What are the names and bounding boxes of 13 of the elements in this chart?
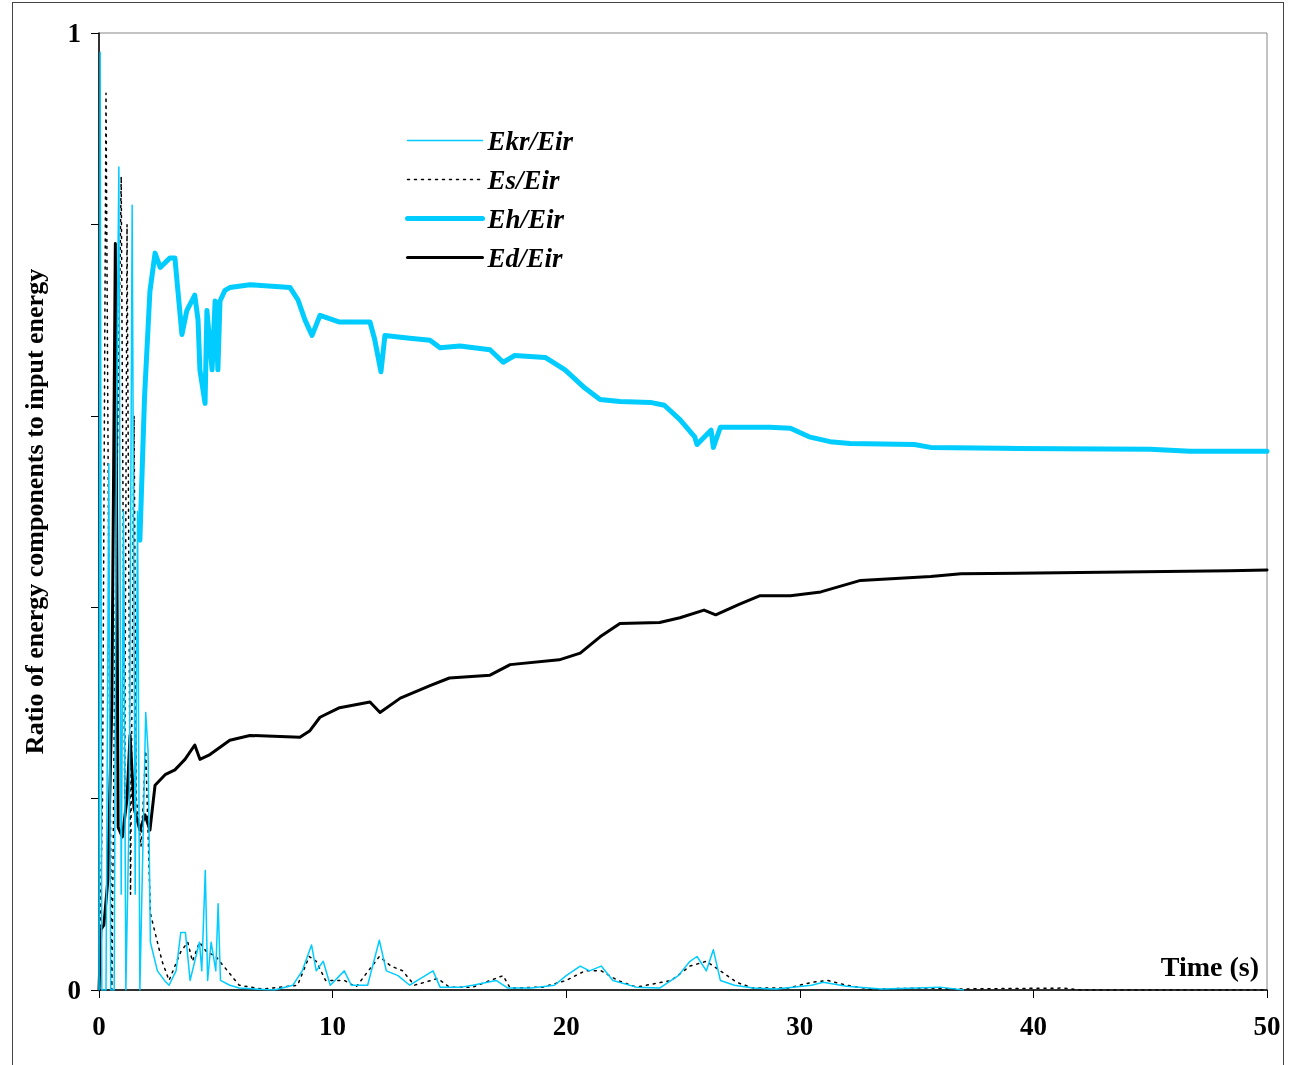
x-axis-title: Time (s): [1160, 950, 1259, 982]
legend-label: Es/Eir: [486, 164, 561, 195]
x-tick-label: 0: [92, 1010, 106, 1041]
y-tick-label: 1: [67, 18, 81, 48]
x-tick-label: 50: [1253, 1010, 1281, 1041]
legend-label: Ed/Eir: [486, 242, 564, 273]
x-tick-label: 10: [319, 1010, 347, 1041]
legend-label: Eh/Eir: [486, 203, 565, 234]
x-tick-label: 30: [786, 1010, 814, 1041]
y-axis-title: Ratio of energy components to input energy: [19, 268, 49, 755]
x-tick-label: 40: [1019, 1010, 1047, 1041]
x-tick-label: 20: [552, 1010, 580, 1041]
legend-label: Ekr/Eir: [486, 125, 574, 156]
